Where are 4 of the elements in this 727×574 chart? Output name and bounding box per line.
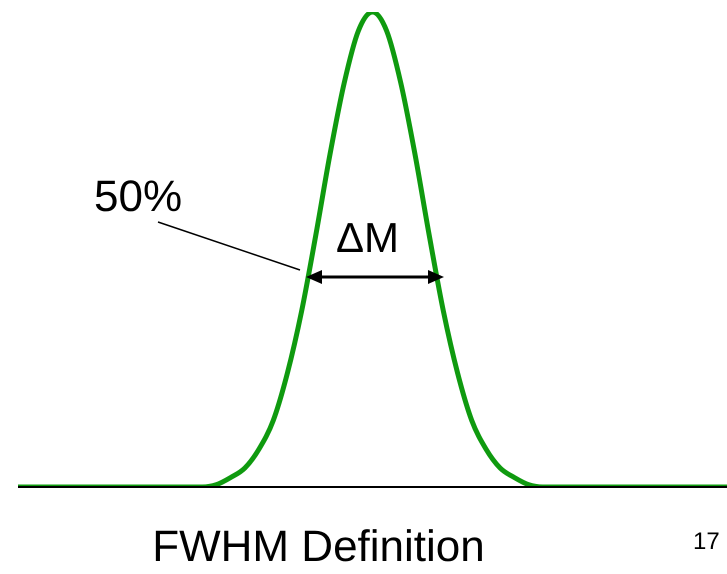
x-axis-title: FWHM Definition [152, 522, 485, 571]
text: 17 [693, 528, 720, 556]
annotation: ΔM [336, 214, 400, 262]
annotation: 50% [94, 172, 182, 222]
